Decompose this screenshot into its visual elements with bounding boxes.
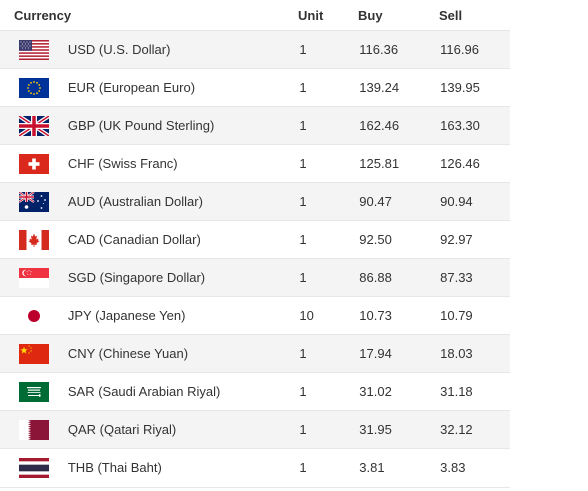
buy-rate: 162.46 [359, 118, 400, 133]
singapore-flag-icon [18, 267, 49, 288]
swiss-flag-icon [18, 153, 49, 174]
currency-unit: 1 [299, 156, 307, 171]
header-sell: Sell [439, 7, 463, 23]
sell-rate: 126.46 [440, 156, 480, 171]
buy-rate: 116.36 [359, 42, 399, 57]
currency-name: AUD (Australian Dollar) [67, 194, 203, 209]
sell-rate: 163.30 [440, 118, 480, 133]
buy-rate: 3.81 [359, 460, 385, 475]
currency-name: CNY (Chinese Yuan) [67, 346, 189, 361]
buy-rate: 92.50 [359, 232, 392, 247]
currency-unit: 1 [299, 384, 307, 399]
table-row: EUR (European Euro) 1 139.24 139.95 [0, 68, 510, 106]
table-header: Currency Unit Buy Sell [0, 0, 510, 30]
currency-unit: 1 [299, 270, 307, 285]
currency-name: EUR (European Euro) [67, 80, 196, 95]
canada-flag-icon [18, 229, 49, 250]
sell-rate: 116.96 [440, 42, 479, 57]
exchange-rates-table: Currency Unit Buy Sell [0, 0, 510, 486]
uk-flag-icon [18, 115, 49, 136]
sell-rate: 87.33 [440, 270, 473, 285]
currency-name: QAR (Qatari Riyal) [67, 422, 177, 437]
table-row: SAR (Saudi Arabian Riyal) 1 31.02 31.18 [0, 372, 510, 410]
currency-unit: 1 [299, 42, 307, 57]
currency-name: THB (Thai Baht) [67, 460, 162, 475]
australia-flag-icon [18, 191, 49, 212]
japan-flag-icon [18, 305, 49, 326]
table-row: SGD (Singapore Dollar) 1 86.88 87.33 [0, 258, 510, 296]
table-row: CAD (Canadian Dollar) 1 92.50 92.97 [0, 220, 510, 258]
header-buy: Buy [358, 7, 383, 23]
currency-unit: 1 [299, 118, 307, 133]
currency-unit: 1 [299, 194, 307, 209]
buy-rate: 86.88 [359, 270, 392, 285]
sell-rate: 31.18 [440, 384, 473, 399]
buy-rate: 17.94 [359, 346, 392, 361]
table-row: AUD (Australian Dollar) 1 90.47 90.94 [0, 182, 510, 220]
currency-unit: 1 [299, 460, 307, 475]
buy-rate: 31.02 [359, 384, 392, 399]
currency-name: JPY (Japanese Yen) [67, 308, 186, 323]
sell-rate: 92.97 [440, 232, 473, 247]
table-row: USD (U.S. Dollar) 1 116.36 116.96 [0, 30, 510, 68]
currency-unit: 10 [299, 308, 314, 323]
thailand-flag-icon [18, 457, 49, 478]
header-currency: Currency [14, 7, 72, 23]
table-row: CHF (Swiss Franc) 1 125.81 126.46 [0, 144, 510, 182]
sell-rate: 10.79 [440, 308, 473, 323]
table-row: GBP (UK Pound Sterling) 1 162.46 163.30 [0, 106, 510, 144]
currency-unit: 1 [299, 422, 307, 437]
saudi-flag-icon [18, 381, 49, 402]
currency-name: CHF (Swiss Franc) [67, 156, 178, 171]
currency-unit: 1 [299, 80, 307, 95]
sell-rate: 3.83 [440, 460, 466, 475]
currency-name: GBP (UK Pound Sterling) [67, 118, 215, 133]
eu-flag-icon [18, 77, 49, 98]
sell-rate: 139.95 [440, 80, 480, 95]
table-row: CNY (Chinese Yuan) 1 17.94 18.03 [0, 334, 510, 372]
currency-unit: 1 [299, 346, 307, 361]
table-row: QAR (Qatari Riyal) 1 31.95 32.12 [0, 410, 510, 448]
sell-rate: 90.94 [440, 194, 473, 209]
buy-rate: 10.73 [359, 308, 392, 323]
currency-unit: 1 [299, 232, 307, 247]
table-bottom-divider [0, 487, 510, 488]
china-flag-icon [18, 343, 49, 364]
buy-rate: 90.47 [359, 194, 392, 209]
us-flag-icon [18, 39, 49, 60]
currency-name: SAR (Saudi Arabian Riyal) [67, 384, 221, 399]
sell-rate: 18.03 [440, 346, 473, 361]
buy-rate: 125.81 [359, 156, 400, 171]
buy-rate: 31.95 [359, 422, 392, 437]
currency-name: CAD (Canadian Dollar) [67, 232, 201, 247]
sell-rate: 32.12 [440, 422, 473, 437]
qatar-flag-icon [18, 419, 49, 440]
header-unit: Unit [298, 7, 324, 23]
table-row: THB (Thai Baht) 1 3.81 3.83 [0, 448, 510, 486]
currency-name: USD (U.S. Dollar) [67, 42, 171, 57]
table-row: JPY (Japanese Yen) 10 10.73 10.79 [0, 296, 510, 334]
buy-rate: 139.24 [359, 80, 400, 95]
currency-name: SGD (Singapore Dollar) [67, 270, 206, 285]
